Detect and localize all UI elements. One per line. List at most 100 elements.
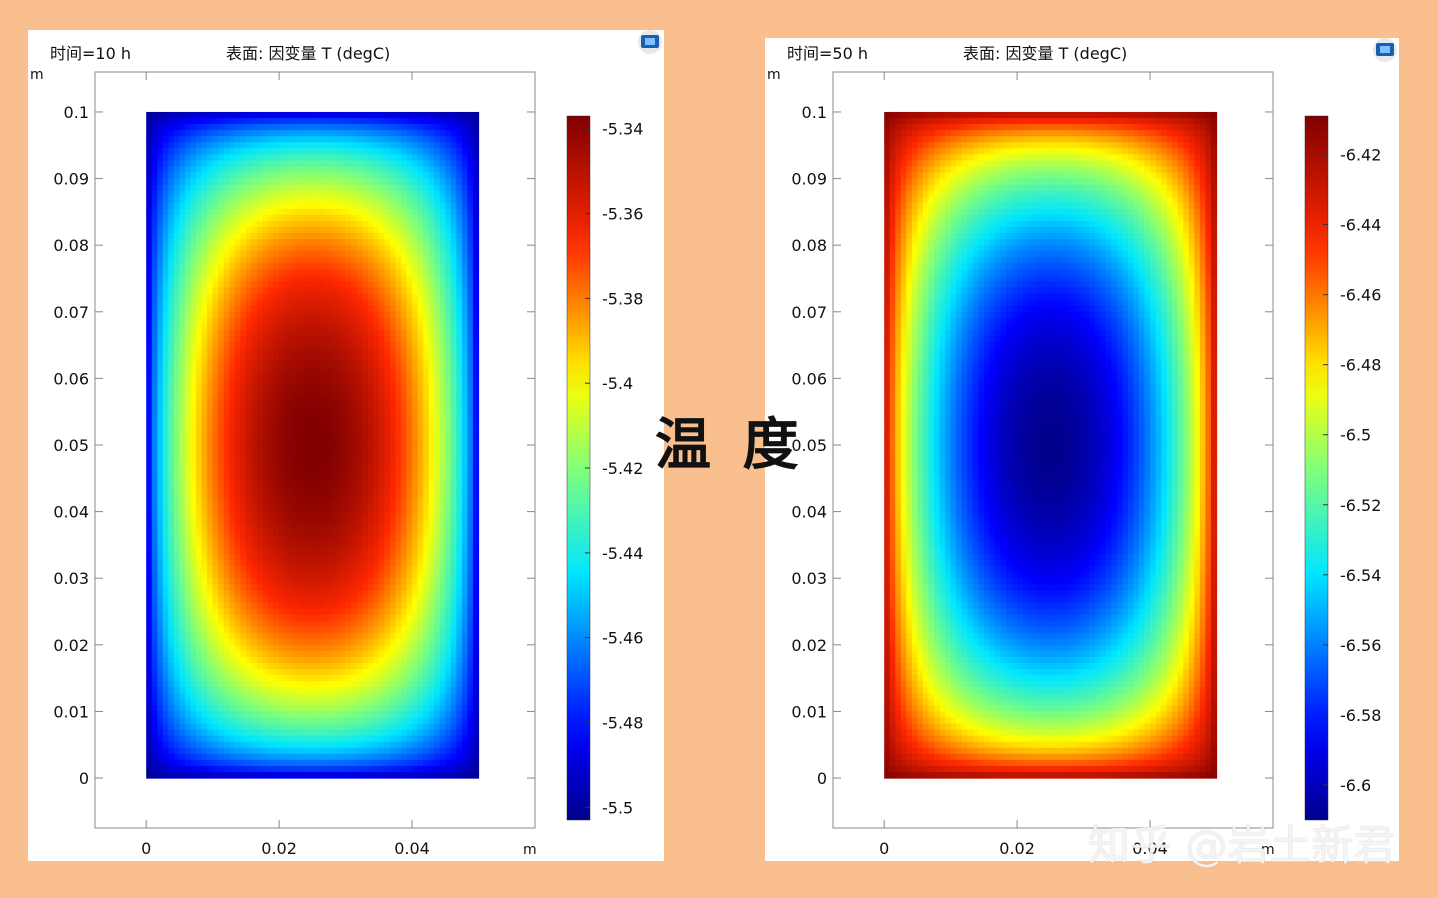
field-cell xyxy=(246,221,252,228)
field-cell xyxy=(368,500,374,507)
field-cell xyxy=(246,451,252,458)
field-cell xyxy=(373,506,379,513)
field-cell xyxy=(235,409,241,416)
field-cell xyxy=(279,251,285,258)
field-cell xyxy=(379,378,385,385)
field-cell xyxy=(407,263,413,270)
field-cell xyxy=(379,590,385,597)
field-cell xyxy=(274,487,280,494)
field-cell xyxy=(163,209,169,216)
field-cell xyxy=(213,530,219,537)
field-cell xyxy=(290,542,296,549)
field-cell xyxy=(329,354,335,361)
field-cell xyxy=(323,227,329,234)
field-cell xyxy=(146,324,152,331)
field-cell xyxy=(346,257,352,264)
field-cell xyxy=(301,433,307,440)
field-cell xyxy=(412,415,418,422)
field-cell xyxy=(407,572,413,579)
field-cell xyxy=(229,160,235,167)
field-cell xyxy=(384,294,390,301)
field-cell xyxy=(224,294,230,301)
field-cell xyxy=(395,560,401,567)
field-cell xyxy=(174,378,180,385)
field-cell xyxy=(390,354,396,361)
field-cell xyxy=(451,142,457,149)
field-cell xyxy=(329,245,335,252)
field-cell xyxy=(440,451,446,458)
field-cell xyxy=(423,530,429,537)
field-cell xyxy=(335,300,341,307)
field-cell xyxy=(434,136,440,143)
field-cell xyxy=(412,312,418,319)
field-cell xyxy=(152,487,158,494)
field-cell xyxy=(146,572,152,579)
field-cell xyxy=(190,433,196,440)
field-cell xyxy=(185,294,191,301)
field-cell xyxy=(467,512,473,519)
field-cell xyxy=(362,463,368,470)
field-cell xyxy=(157,342,163,349)
field-cell xyxy=(401,263,407,270)
field-cell xyxy=(168,197,174,204)
field-cell xyxy=(429,421,435,428)
field-cell xyxy=(340,433,346,440)
field-cell xyxy=(351,584,357,591)
field-cell xyxy=(296,342,302,349)
field-cell xyxy=(456,233,462,240)
field-cell xyxy=(357,294,363,301)
field-cell xyxy=(196,469,202,476)
field-cell xyxy=(307,221,313,228)
field-cell xyxy=(224,197,230,204)
field-cell xyxy=(329,360,335,367)
field-cell xyxy=(456,475,462,482)
field-cell xyxy=(462,500,468,507)
field-cell xyxy=(218,288,224,295)
field-cell xyxy=(301,536,307,543)
field-cell xyxy=(179,209,185,216)
field-cell xyxy=(412,457,418,464)
field-cell xyxy=(202,324,208,331)
field-cell xyxy=(418,506,424,513)
field-cell xyxy=(456,360,462,367)
field-cell xyxy=(379,512,385,519)
field-cell xyxy=(346,439,352,446)
field-cell xyxy=(251,118,257,125)
field-cell xyxy=(235,148,241,155)
field-cell xyxy=(157,173,163,180)
field-cell xyxy=(274,366,280,373)
field-cell xyxy=(429,475,435,482)
field-cell xyxy=(213,391,219,398)
field-cell xyxy=(368,136,374,143)
field-cell xyxy=(235,433,241,440)
field-cell xyxy=(235,354,241,361)
field-cell xyxy=(246,378,252,385)
field-cell xyxy=(157,185,163,192)
field-cell xyxy=(318,263,324,270)
field-cell xyxy=(395,245,401,252)
field-cell xyxy=(268,560,274,567)
field-cell xyxy=(190,578,196,585)
field-cell xyxy=(407,130,413,137)
field-cell xyxy=(340,451,346,458)
field-cell xyxy=(240,257,246,264)
field-cell xyxy=(462,233,468,240)
field-cell xyxy=(224,221,230,228)
field-cell xyxy=(285,239,291,246)
field-cell xyxy=(445,596,451,603)
field-cell xyxy=(412,306,418,313)
field-cell xyxy=(224,209,230,216)
field-cell xyxy=(218,330,224,337)
field-cell xyxy=(429,282,435,289)
field-cell xyxy=(285,136,291,143)
field-cell xyxy=(323,112,329,119)
field-cell xyxy=(440,245,446,252)
field-cell xyxy=(301,312,307,319)
field-cell xyxy=(434,173,440,180)
field-cell xyxy=(179,221,185,228)
field-cell xyxy=(235,463,241,470)
field-cell xyxy=(146,330,152,337)
field-cell xyxy=(456,173,462,180)
field-cell xyxy=(379,269,385,276)
field-cell xyxy=(168,348,174,355)
